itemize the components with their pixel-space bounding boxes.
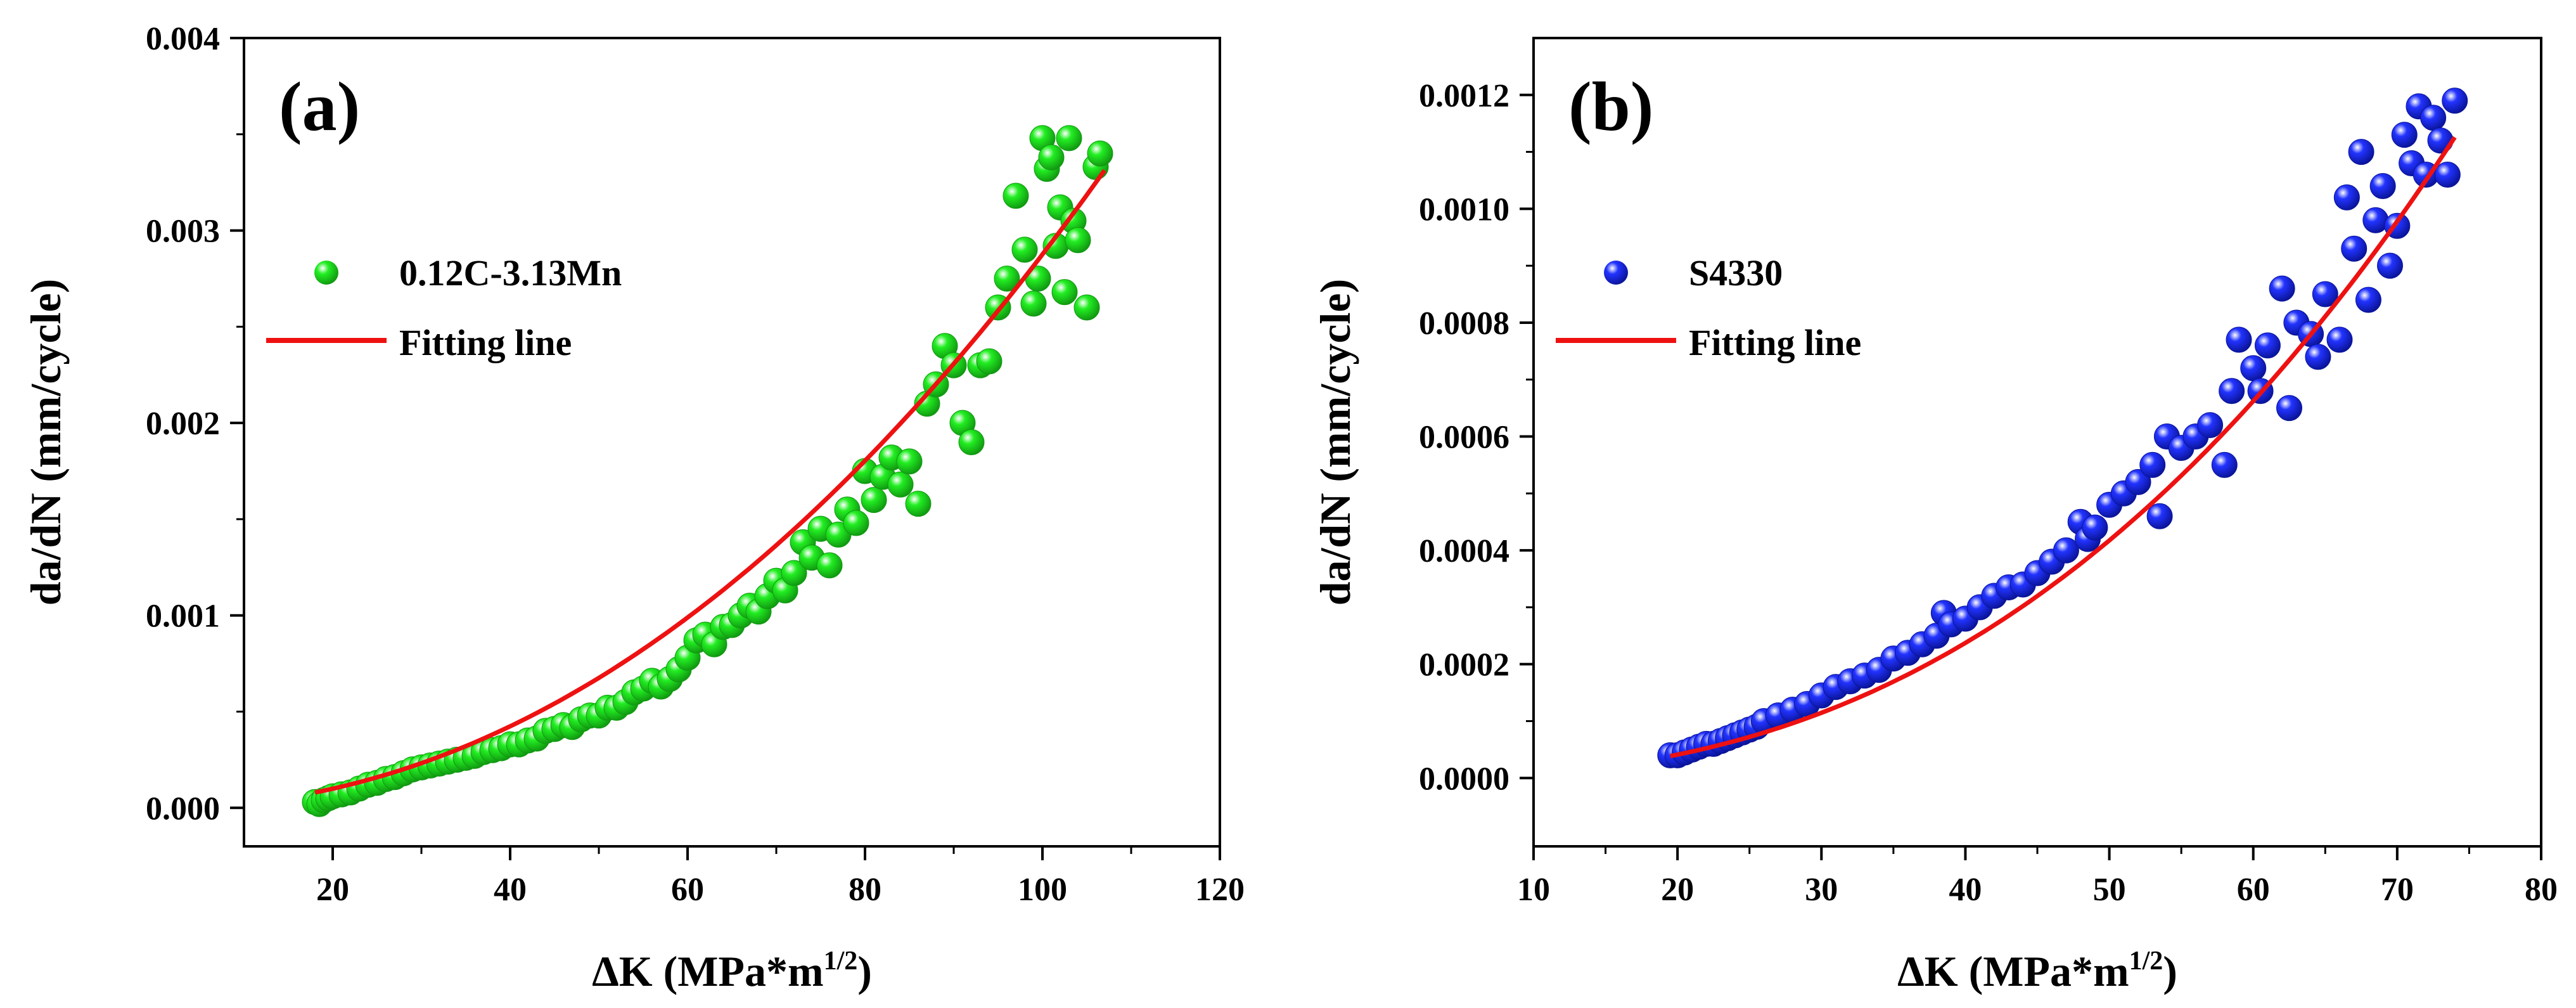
panel-a-legend-scatter-label: 0.12C-3.13Mn [399, 252, 622, 294]
panel-b-y-tick-label: 0.0010 [1419, 191, 1509, 228]
panel-a-y-axis-label: da/dN (mm/cycle) [22, 279, 70, 606]
panel-a-data-point [896, 448, 923, 475]
panel-b-data-point [2269, 275, 2295, 302]
panel-a-y-tick-label: 0.001 [146, 598, 220, 635]
panel-b-data-point [2053, 537, 2079, 564]
panel-a-legend-marker [314, 261, 338, 285]
panel-a-legend-line-label: Fitting line [399, 322, 572, 363]
panel-b-y-tick-label: 0.0002 [1419, 647, 1509, 683]
panel-a-data-point [976, 348, 1003, 375]
panel-b-data-point [2442, 87, 2468, 114]
panel-a-y-tick-label: 0.004 [146, 21, 220, 57]
panel-a-data-point [1051, 279, 1078, 306]
panel-b-data-point [2305, 344, 2331, 370]
panel-a-x-axis-label-close: ) [857, 947, 872, 995]
panel-a-y-tick-label: 0.000 [146, 791, 220, 827]
panel-b-data-point [2276, 395, 2302, 422]
panel-b-y-axis-label: da/dN (mm/cycle) [1311, 279, 1359, 606]
panel-b-legend-scatter-label: S4330 [1689, 252, 1783, 294]
panel-b-data-point [2391, 122, 2418, 148]
panel-b-data-point [2355, 287, 2381, 313]
panel-b-data-point [2341, 235, 2368, 262]
panel-b-legend-marker [1604, 261, 1628, 285]
panel-b-data-point [2434, 161, 2461, 188]
panel-b-data-point [2369, 172, 2396, 199]
panel-a-x-tick-label: 100 [1018, 872, 1067, 908]
panel-b-data-point [2420, 105, 2447, 131]
panel-b-y-tick-label: 0.0008 [1419, 306, 1509, 342]
panel-a-data-point [1011, 236, 1038, 263]
panel-b-data-point [2254, 332, 2281, 359]
panel-b-y-tick-label: 0.0004 [1419, 533, 1509, 569]
panel-a-data-point [887, 471, 914, 498]
panel-b-label: (b) [1568, 68, 1653, 145]
panel-b-data-point [2333, 184, 2360, 210]
panel-a-x-tick-label: 20 [316, 872, 349, 908]
panel-b-data-point [2125, 468, 2151, 495]
panel-b-x-tick-label: 80 [2525, 872, 2558, 908]
panel-a-data-point [1073, 294, 1100, 321]
panel-b-data-point [2211, 451, 2238, 478]
panel-a-x-tick-label: 80 [849, 872, 881, 908]
panel-a-data-point [1087, 140, 1113, 167]
panel-b: 10 20 30 40 50 60 70 80 0.0000 0.0002 0.0004 0.0006… [1311, 37, 2558, 995]
panel-b-x-tick-label: 50 [2093, 872, 2126, 908]
panel-b-x-tick-label: 70 [2381, 872, 2414, 908]
panel-a-data-point [905, 491, 932, 517]
panel-b-data-point [2348, 139, 2374, 165]
panel-a-data-point [843, 510, 869, 536]
panel-b-x-tick-label: 40 [1949, 872, 1982, 908]
panel-b-y-tick-label: 0.0012 [1419, 78, 1509, 114]
panel-a-fitting-line [314, 169, 1106, 795]
panel-b-x-tick-label: 60 [2237, 872, 2270, 908]
panel-b-data-point [2219, 378, 2245, 404]
panel-a-y-tick-label: 0.003 [146, 214, 220, 250]
panel-a: 20 40 60 80 100 120 0.000 0.001 0.002 0.003 0.004 Δ… [22, 21, 1245, 995]
panel-a-plot-frame [243, 37, 1221, 848]
panel-b-data-point [2312, 281, 2338, 307]
panel-b-data-point [2146, 503, 2173, 529]
panel-a-data-point [861, 487, 887, 514]
panel-b-x-tick-label: 30 [1805, 872, 1838, 908]
panel-a-x-axis-label-main: ΔK (MPa*m [592, 947, 824, 995]
panel-a-data-point [781, 560, 807, 586]
panel-a-data-point [1003, 183, 1029, 209]
panel-a-data-point [1056, 125, 1082, 152]
panel-a-data-point [994, 265, 1020, 292]
panel-b-legend-line-label: Fitting line [1689, 322, 1861, 363]
panel-a-data-point [1038, 144, 1065, 171]
panel-a-x-tick-label: 60 [671, 872, 704, 908]
panel-a-data-point [958, 429, 985, 455]
panel-b-x-tick-label: 20 [1661, 872, 1694, 908]
panel-a-data-point [1020, 290, 1047, 317]
panel-b-x-axis-label-main: ΔK (MPa*m [1897, 947, 2129, 995]
panel-b-data-point [2082, 514, 2108, 541]
panel-a-x-axis-label: ΔK (MPa*m1/2) [592, 947, 872, 995]
panel-a-y-tick-label: 0.002 [146, 406, 220, 442]
panel-b-y-tick-label: 0.0006 [1419, 420, 1509, 456]
panel-b-data-point [2226, 326, 2252, 353]
panel-b-data-point [2362, 207, 2389, 233]
panel-a-label: (a) [279, 68, 360, 145]
panel-b-fitting-line [1670, 136, 2457, 759]
panel-b-plot-frame [1532, 37, 2542, 848]
panel-b-data-point [2139, 451, 2166, 478]
panel-b-x-tick-label: 10 [1517, 872, 1550, 908]
panel-b-data-point [2240, 355, 2267, 382]
panel-a-x-tick-label: 120 [1195, 872, 1245, 908]
panel-a-x-axis-label-sup: 1/2 [824, 947, 858, 976]
panel-a-data-point [816, 552, 843, 579]
panel-b-data-point [2197, 412, 2224, 439]
panel-b-x-axis-label-sup: 1/2 [2129, 947, 2163, 976]
panel-b-x-axis-label-close: ) [2163, 947, 2177, 995]
panel-b-y-tick-label: 0.0000 [1419, 761, 1509, 797]
panel-b-x-axis-label: ΔK (MPa*m1/2) [1897, 947, 2177, 995]
panel-a-data-point [1065, 227, 1091, 254]
panel-a-x-tick-label: 40 [494, 872, 527, 908]
panel-b-data-point [2326, 326, 2353, 353]
panel-b-data-point [2377, 252, 2403, 279]
